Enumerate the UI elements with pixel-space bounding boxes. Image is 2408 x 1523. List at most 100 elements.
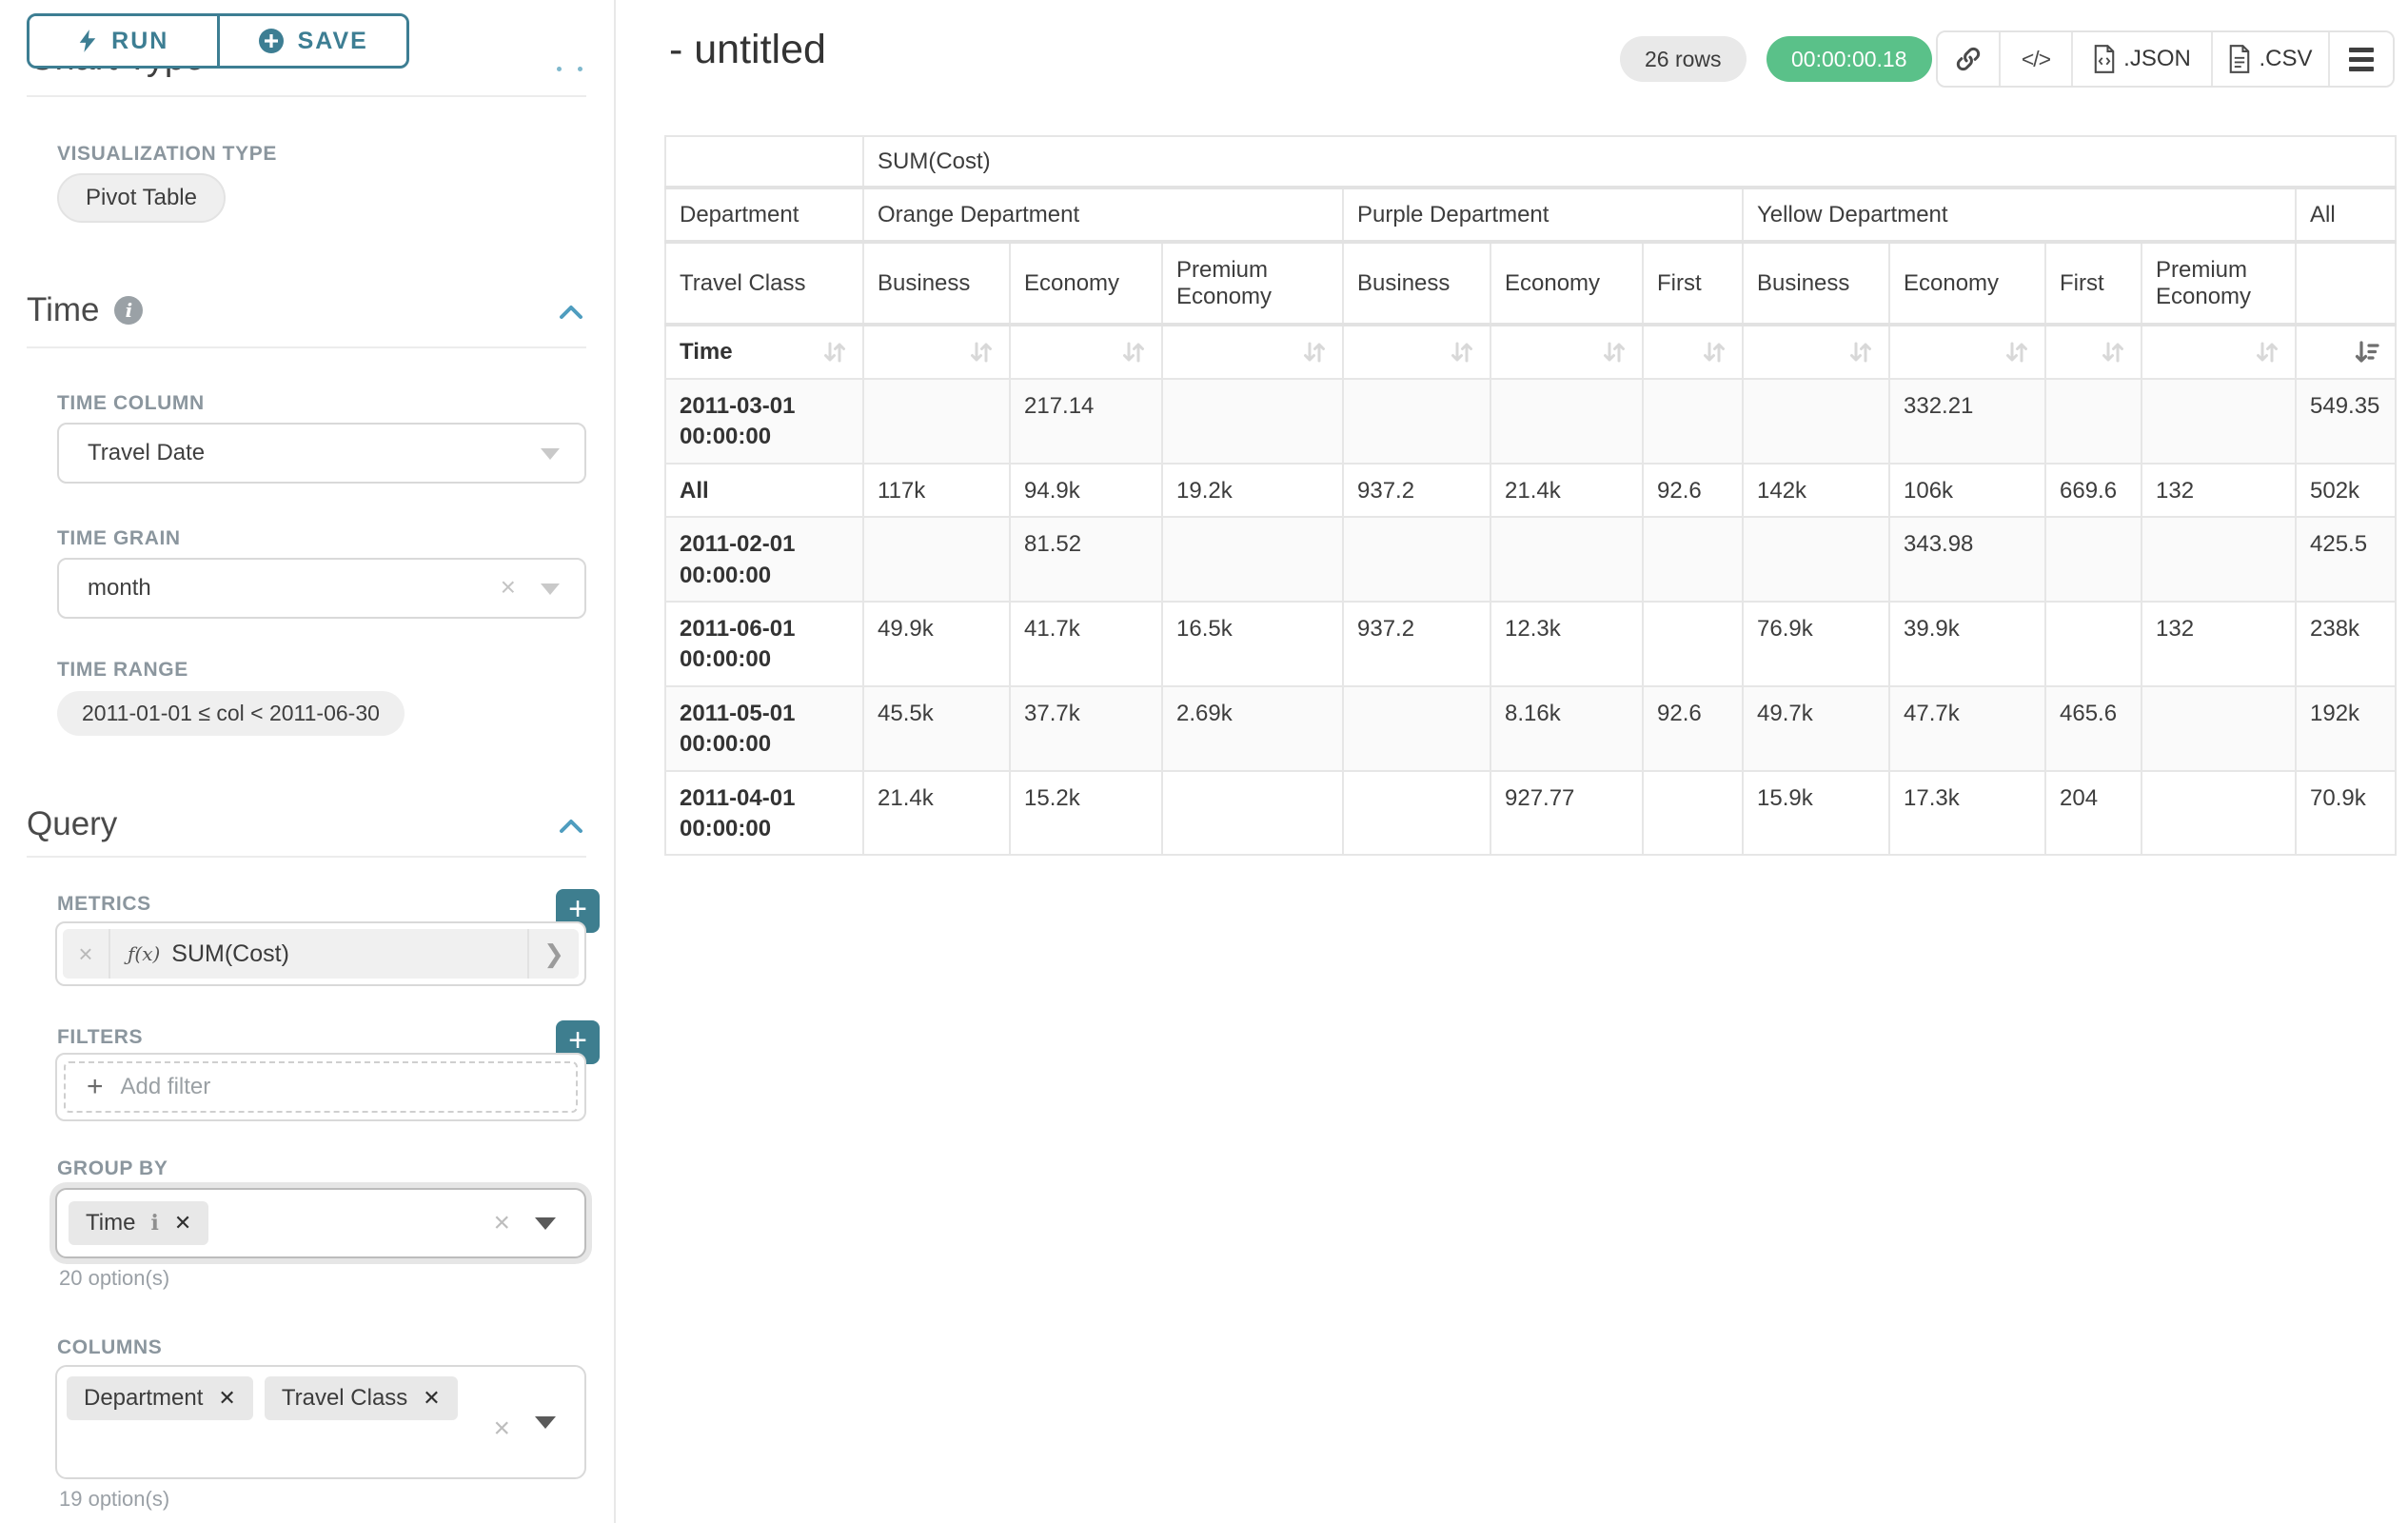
sort-both-icon — [2102, 342, 2123, 363]
clear-icon[interactable]: × — [500, 571, 516, 602]
pivot-value-cell: 425.5 — [2295, 516, 2397, 603]
pivot-value-cell: 549.35 — [2295, 378, 2397, 465]
sort-both-icon — [1451, 342, 1472, 363]
chevron-up-icon[interactable] — [556, 297, 586, 327]
embed-code-button[interactable]: </> — [2001, 32, 2073, 86]
time-grain-label: TIME GRAIN — [57, 527, 181, 549]
run-button[interactable]: RUN — [30, 16, 220, 66]
pivot-value-cell: 37.7k — [1009, 684, 1163, 772]
time-column-value: Travel Date — [88, 440, 206, 465]
columns-select[interactable]: Department ✕ Travel Class ✕ × — [55, 1365, 586, 1479]
sort-toggle[interactable] — [1642, 324, 1744, 380]
chevron-down-icon — [541, 448, 560, 460]
pivot-value-cell: 927.77 — [1490, 769, 1644, 857]
selected-option-chip[interactable]: Travel Class ✕ — [264, 1376, 458, 1420]
pivot-value-cell — [1342, 516, 1491, 603]
pivot-table: SUM(Cost) Department Orange Department Purp… — [664, 135, 2397, 857]
selected-option-chip[interactable]: Department ✕ — [67, 1376, 253, 1420]
sort-toggle[interactable] — [1490, 324, 1644, 380]
chevron-right-icon[interactable]: ❯ — [527, 929, 579, 979]
remove-metric-icon[interactable]: × — [63, 929, 110, 979]
pivot-value-cell — [862, 378, 1011, 465]
pivot-group-header: Purple Department — [1342, 187, 1744, 244]
clear-icon[interactable]: × — [493, 1413, 510, 1444]
pivot-value-cell: 937.2 — [1342, 462, 1491, 519]
export-json-label: .JSON — [2123, 46, 2191, 71]
pivot-value-cell — [1342, 378, 1491, 465]
group-by-select[interactable]: Time i ✕ × — [55, 1188, 586, 1258]
save-button[interactable]: SAVE — [219, 16, 406, 66]
pivot-value-cell: 2.69k — [1161, 684, 1344, 772]
table-row: 2011-05-01 00:00:00 45.5k 37.7k 2.69k 8.16k 9… — [664, 684, 2397, 772]
sort-toggle[interactable] — [2141, 324, 2297, 380]
sort-toggle[interactable] — [2044, 324, 2142, 380]
sort-toggle[interactable] — [1161, 324, 1344, 380]
pivot-value-cell: 12.3k — [1490, 600, 1644, 687]
pivot-value-cell: 15.9k — [1742, 769, 1890, 857]
pivot-row-label: 2011-06-01 00:00:00 — [664, 600, 864, 687]
file-csv-icon — [2230, 45, 2250, 73]
pivot-row-label: 2011-04-01 00:00:00 — [664, 769, 864, 857]
metric-name: SUM(Cost) — [171, 940, 289, 967]
sort-both-icon — [2257, 342, 2278, 363]
pivot-value-cell — [2141, 378, 2297, 465]
time-range-pill[interactable]: 2011-01-01 ≤ col < 2011-06-30 — [57, 691, 405, 736]
filters-control: + Add filter — [55, 1053, 586, 1121]
time-grain-select[interactable]: month × — [57, 558, 586, 619]
selected-option-chip[interactable]: Time i ✕ — [69, 1201, 209, 1245]
pivot-value-cell: 132 — [2141, 462, 2297, 519]
time-grain-value: month — [88, 575, 151, 601]
pivot-value-cell — [1342, 769, 1491, 857]
control-panel-sidebar: Chart Type RUN SAVE VISUALIZATION TYPE P — [0, 0, 616, 1523]
add-filter-plus-button[interactable]: + — [556, 1020, 600, 1064]
export-csv-button[interactable]: .CSV — [2213, 32, 2330, 86]
time-range-label: TIME RANGE — [57, 659, 188, 681]
table-row: 2011-03-01 00:00:00 217.14 332.21 549.35 — [664, 378, 2397, 465]
sort-toggle[interactable]: Time — [664, 324, 864, 380]
share-link-button[interactable] — [1938, 32, 2001, 86]
function-icon: ƒ(x) — [128, 942, 161, 965]
sort-both-icon — [1850, 342, 1871, 363]
viz-type-pill[interactable]: Pivot Table — [57, 173, 226, 223]
sort-both-icon — [1123, 342, 1144, 363]
add-filter-button[interactable]: + Add filter — [64, 1061, 578, 1113]
sort-both-icon — [971, 342, 992, 363]
more-options-button[interactable] — [2330, 32, 2393, 86]
remove-chip-icon[interactable]: ✕ — [218, 1386, 236, 1410]
sort-toggle[interactable] — [1742, 324, 1890, 380]
hamburger-menu-icon — [2349, 47, 2374, 71]
sort-both-icon — [1704, 342, 1725, 363]
pivot-value-cell: 45.5k — [862, 684, 1011, 772]
code-icon: </> — [2021, 46, 2051, 71]
pivot-value-cell: 49.7k — [1742, 684, 1890, 772]
pivot-row-label: 2011-02-01 00:00:00 — [664, 516, 864, 603]
pivot-value-cell — [1742, 516, 1890, 603]
sort-toggle[interactable] — [1342, 324, 1491, 380]
bolt-icon — [79, 30, 96, 52]
pivot-class-header: Business — [1742, 241, 1890, 326]
time-column-select[interactable]: Travel Date — [57, 423, 586, 484]
chart-title[interactable]: - untitled — [669, 27, 826, 72]
pivot-value-cell: 132 — [2141, 600, 2297, 687]
sort-toggle[interactable] — [2295, 324, 2397, 380]
metric-pill[interactable]: × ƒ(x) SUM(Cost) ❯ — [63, 929, 579, 979]
chip-label: Time — [86, 1210, 136, 1236]
pivot-value-cell — [1642, 378, 1744, 465]
remove-chip-icon[interactable]: ✕ — [423, 1386, 441, 1410]
clear-icon[interactable]: × — [493, 1207, 510, 1238]
pivot-value-cell — [1490, 516, 1644, 603]
pivot-value-cell — [2141, 684, 2297, 772]
export-json-button[interactable]: .JSON — [2073, 32, 2213, 86]
sort-toggle[interactable] — [1888, 324, 2046, 380]
pivot-class-header: Premium Economy — [2141, 241, 2297, 326]
sort-toggle[interactable] — [1009, 324, 1163, 380]
pivot-value-cell: 19.2k — [1161, 462, 1344, 519]
chevron-up-icon[interactable] — [556, 811, 586, 841]
row-count-badge: 26 rows — [1620, 36, 1747, 82]
sort-toggle[interactable] — [862, 324, 1011, 380]
pivot-group-header: Yellow Department — [1742, 187, 2297, 244]
pivot-columns-axis-label: Department — [664, 187, 864, 244]
sort-both-icon — [1604, 342, 1625, 363]
pivot-value-cell — [1161, 769, 1344, 857]
remove-chip-icon[interactable]: ✕ — [173, 1211, 192, 1235]
